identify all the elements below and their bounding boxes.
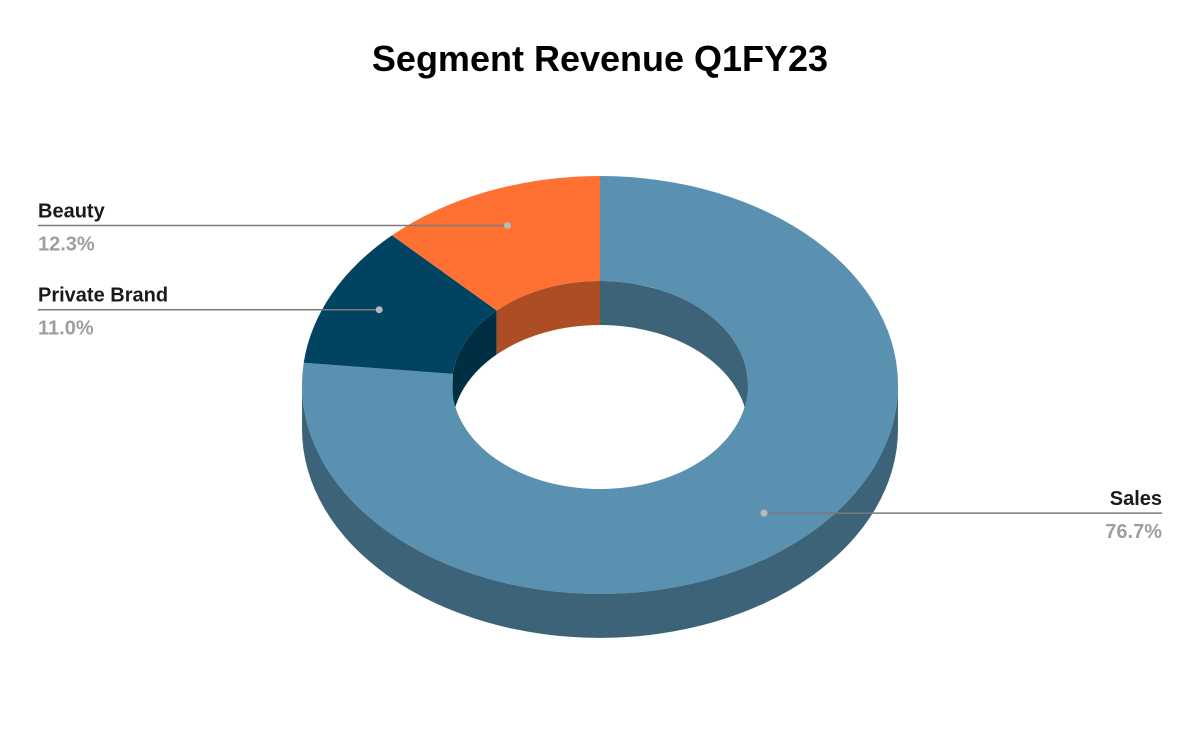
donut-sides (302, 281, 898, 638)
slice-label-beauty: Beauty (38, 200, 106, 222)
leader-dot-private-brand (375, 306, 383, 314)
slice-labels: Sales 76.7% Private Brand 11.0% Beauty 12.3% (38, 200, 1162, 543)
slice-sales[interactable] (302, 176, 899, 594)
slice-label-sales: Sales (1110, 488, 1162, 510)
outer-side-sales (302, 385, 898, 638)
inner-wall-private-brand (452, 310, 497, 418)
slice-private-brand[interactable] (303, 235, 497, 374)
slice-percent-private-brand: 11.0% (38, 318, 94, 340)
chart-title: Segment Revenue Q1FY23 (371, 38, 829, 79)
slice-beauty[interactable] (391, 176, 600, 311)
slice-percent-sales: 76.7% (1105, 521, 1162, 543)
leader-dot-beauty (503, 221, 511, 229)
slice-label-private-brand: Private Brand (38, 285, 168, 307)
slice-percent-beauty: 12.3% (38, 233, 95, 255)
donut-slices (302, 176, 899, 594)
inner-wall-sales (600, 281, 748, 429)
leader-dot-sales (760, 509, 768, 517)
inner-wall-beauty (496, 281, 600, 355)
